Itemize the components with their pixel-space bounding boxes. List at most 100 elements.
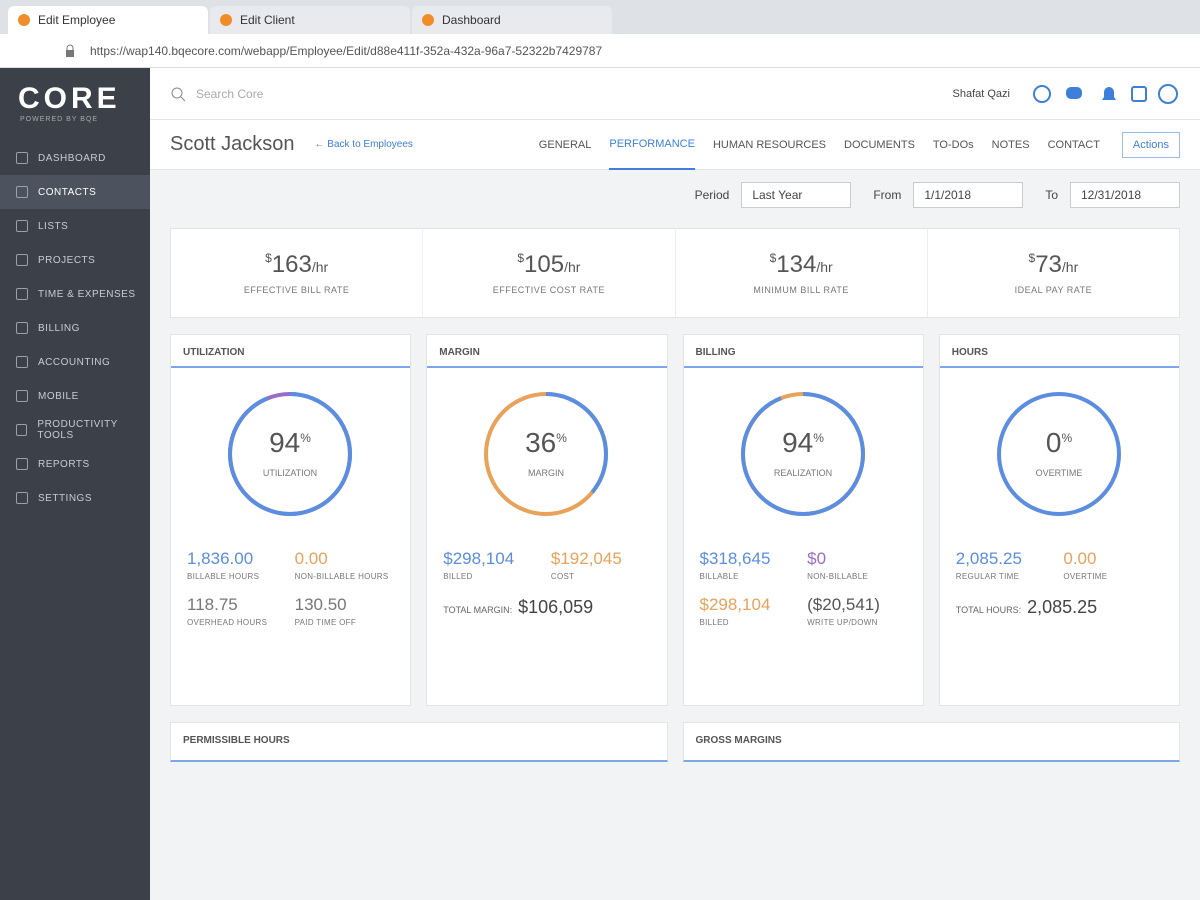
stat-value: ($20,541) bbox=[807, 595, 880, 614]
nav-item[interactable]: BILLING bbox=[0, 311, 150, 345]
rate-value: $134/hr bbox=[770, 251, 833, 279]
period-select[interactable]: Last Year bbox=[741, 182, 852, 208]
nav-item[interactable]: LISTS bbox=[0, 209, 150, 243]
employee-name: Scott Jackson bbox=[170, 133, 295, 155]
browser-tab[interactable]: Edit Client bbox=[210, 6, 410, 34]
percent-value: 0 bbox=[1046, 427, 1062, 458]
from-input[interactable]: 1/1/2018 bbox=[913, 182, 1024, 208]
stat-value: 2,085.25 bbox=[955, 549, 1022, 568]
donut-percent: 36% bbox=[525, 427, 567, 458]
browser-tab[interactable]: Dashboard bbox=[412, 6, 612, 34]
percent-unit: % bbox=[1061, 431, 1072, 445]
rate-number: 163 bbox=[271, 251, 312, 278]
nav-label: SETTINGS bbox=[38, 492, 93, 504]
total-label: TOTAL MARGIN: bbox=[443, 605, 513, 615]
rate: $73/hr IDEAL PAY RATE bbox=[928, 229, 1179, 317]
percent-value: 94 bbox=[269, 427, 300, 458]
section-header: GROSS MARGINS bbox=[682, 722, 1180, 762]
stat-value: 1,836.00 bbox=[187, 549, 254, 568]
employee-tab[interactable]: GENERAL bbox=[538, 138, 592, 151]
logo[interactable]: CORE bbox=[18, 82, 121, 115]
back-link[interactable]: ← Back to Employees bbox=[314, 139, 413, 150]
from-label: From bbox=[873, 188, 902, 202]
tab-title: Edit Employee bbox=[38, 13, 116, 27]
stat-label: OVERTIME bbox=[1063, 572, 1108, 581]
nav-label: TIME & EXPENSES bbox=[38, 288, 136, 300]
nav-item[interactable]: ACCOUNTING bbox=[0, 345, 150, 379]
nav-item[interactable]: PROJECTS bbox=[0, 243, 150, 277]
donut-arc bbox=[228, 392, 352, 516]
stat-value: 130.50 bbox=[294, 595, 347, 614]
stat-value: 0.00 bbox=[1063, 549, 1097, 568]
stat-value: $0 bbox=[807, 549, 827, 568]
rate-currency: $ bbox=[517, 251, 525, 265]
header-icons[interactable] bbox=[1030, 82, 1180, 106]
nav-label: CONTACTS bbox=[38, 186, 97, 198]
percent-unit: % bbox=[813, 431, 824, 445]
employee-tab[interactable]: NOTES bbox=[991, 138, 1030, 151]
stat-value: 0.00 bbox=[294, 549, 328, 568]
total-value: 2,085.25 bbox=[1027, 597, 1098, 617]
donut-percent: 0% bbox=[1046, 427, 1073, 458]
employee-tab[interactable]: CONTACT bbox=[1047, 138, 1100, 151]
stats-grid: 2,085.25 REGULAR TIME 0.00 OVERTIME bbox=[940, 543, 1179, 587]
to-label: To bbox=[1045, 188, 1058, 202]
nav-item[interactable]: MOBILE bbox=[0, 379, 150, 413]
donut: 94% UTILIZATION bbox=[228, 392, 352, 516]
rate-value: $163/hr bbox=[265, 251, 328, 279]
nav-item[interactable]: TIME & EXPENSES bbox=[0, 277, 150, 311]
stats-grid: $298,104 BILLED $192,045 COST bbox=[427, 543, 666, 587]
stat-label: NON-BILLABLE HOURS bbox=[294, 572, 389, 581]
search-input[interactable]: Search Core bbox=[196, 86, 264, 101]
to-input[interactable]: 12/31/2018 bbox=[1070, 182, 1180, 208]
donut-label: MARGIN bbox=[528, 468, 564, 478]
card-title: HOURS bbox=[939, 335, 1179, 368]
actions-button[interactable]: Actions bbox=[1121, 131, 1180, 158]
kpi-card: HOURS 0% OVERTIME 2,085.25 REGULAR TIME 0.00 O… bbox=[938, 334, 1180, 706]
rate-currency: $ bbox=[769, 251, 777, 265]
stat: $0 NON-BILLABLE bbox=[807, 549, 907, 581]
browser-tab[interactable]: Edit Employee bbox=[8, 6, 208, 34]
nav-item[interactable]: PRODUCTIVITY TOOLS bbox=[0, 413, 150, 447]
user-name[interactable]: Shafat Qazi bbox=[952, 87, 1010, 100]
nav-item[interactable]: CONTACTS bbox=[0, 175, 150, 209]
employee-tabs: GENERAL PERFORMANCE HUMAN RESOURCES DOCUMEN… bbox=[521, 120, 1100, 170]
browser-tab-bar: Edit Employee Edit Client Dashboard bbox=[0, 0, 1200, 34]
stat-label: OVERHEAD HOURS bbox=[187, 618, 268, 627]
percent-unit: % bbox=[300, 431, 311, 445]
tab-favicon bbox=[18, 14, 30, 26]
stat-value: $298,104 bbox=[699, 595, 771, 614]
donut-track bbox=[996, 392, 1121, 516]
stat: 130.50 PAID TIME OFF bbox=[295, 595, 395, 627]
url[interactable]: https://wap140.bqecore.com/webapp/Employ… bbox=[90, 43, 603, 58]
nav-list: DASHBOARD CONTACTS LISTS PROJECTS TIME & EXP… bbox=[0, 141, 150, 515]
stat-label: PAID TIME OFF bbox=[294, 618, 357, 627]
rate: $105/hr EFFECTIVE COST RATE bbox=[423, 229, 676, 317]
stat-label: BILLABLE bbox=[699, 572, 739, 581]
employee-tab[interactable]: DOCUMENTS bbox=[844, 138, 915, 151]
nav-item[interactable]: REPORTS bbox=[0, 447, 150, 481]
rate-label: EFFECTIVE BILL RATE bbox=[243, 285, 350, 295]
nav-label: MOBILE bbox=[38, 390, 79, 402]
address-bar: https://wap140.bqecore.com/webapp/Employ… bbox=[0, 34, 1200, 68]
stat-value: 118.75 bbox=[187, 595, 238, 614]
card-title: BILLING bbox=[683, 335, 923, 368]
donut-percent: 94% bbox=[269, 427, 311, 458]
kpi-card: UTILIZATION 94% UTILIZATION 1,836.00 BILLABL… bbox=[170, 334, 412, 706]
donut-percent: 94% bbox=[782, 427, 824, 458]
nav-item[interactable]: SETTINGS bbox=[0, 481, 150, 515]
rate-label: EFFECTIVE COST RATE bbox=[492, 285, 605, 295]
nav-icon bbox=[16, 492, 28, 504]
total-value: $106,059 bbox=[518, 597, 594, 617]
rate-number: 134 bbox=[776, 251, 817, 278]
stat: 118.75 OVERHEAD HOURS bbox=[187, 595, 287, 627]
rate-label: MINIMUM BILL RATE bbox=[753, 285, 849, 295]
employee-tab[interactable]: PERFORMANCE bbox=[609, 120, 695, 170]
employee-tab[interactable]: TO-DOs bbox=[932, 138, 974, 151]
stat: $318,645 BILLABLE bbox=[700, 549, 800, 581]
rates-panel: $163/hr EFFECTIVE BILL RATE $105/hr EFFECTI… bbox=[170, 228, 1180, 318]
nav-item[interactable]: DASHBOARD bbox=[0, 141, 150, 175]
rate-number: 73 bbox=[1035, 251, 1062, 278]
employee-tab[interactable]: HUMAN RESOURCES bbox=[712, 138, 827, 151]
